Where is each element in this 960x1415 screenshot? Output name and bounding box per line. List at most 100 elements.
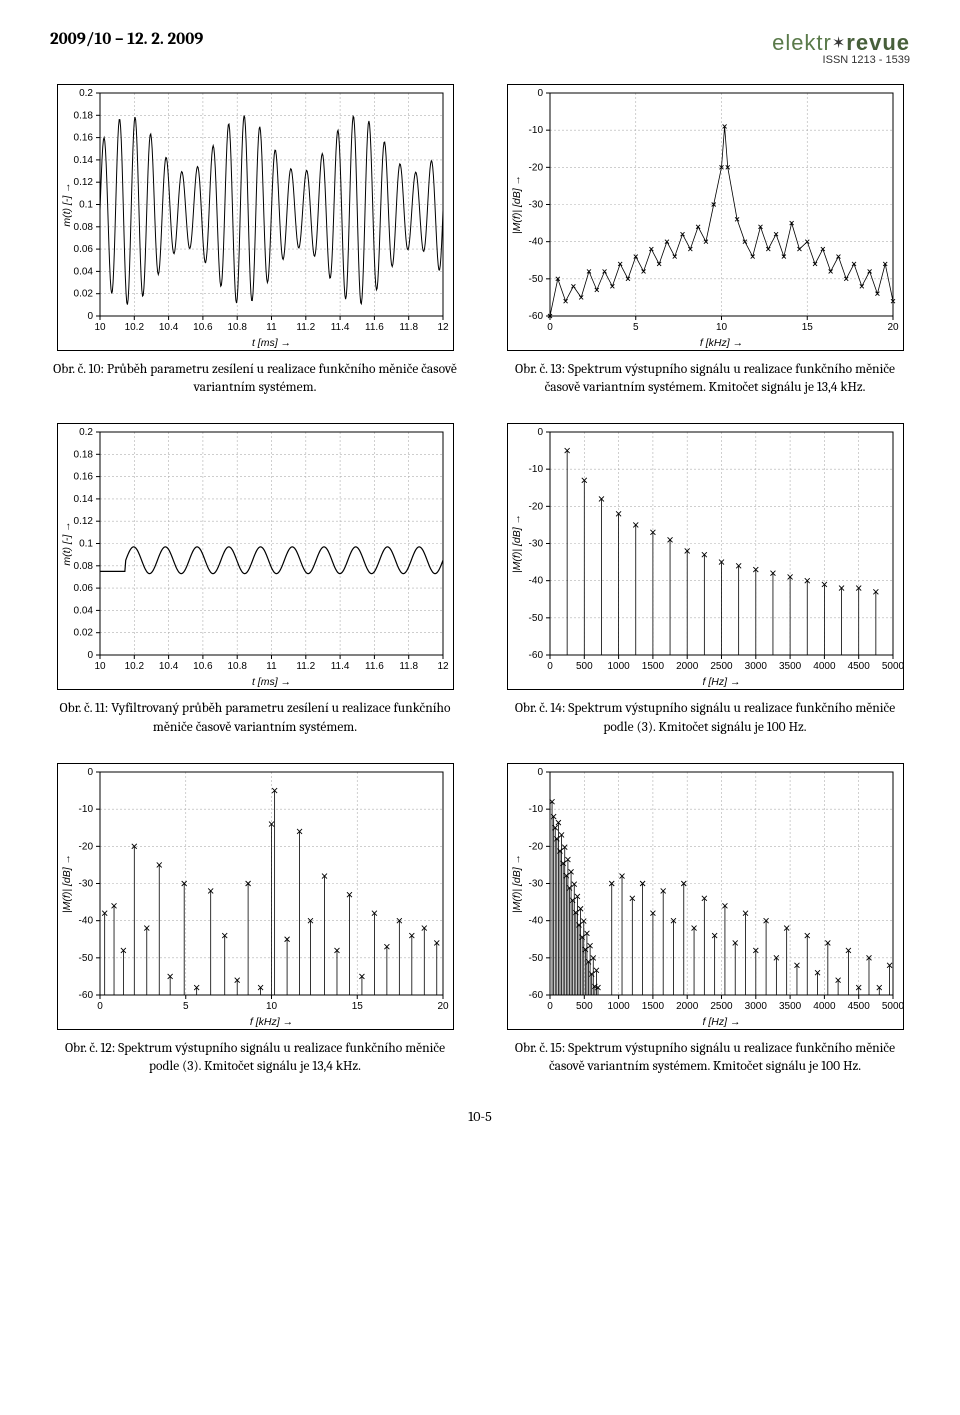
svg-text:-60: -60 [528, 990, 543, 1001]
figure-grid: 1010.210.410.610.81111.211.411.611.81200… [50, 84, 910, 1090]
svg-text:0.04: 0.04 [73, 266, 93, 277]
svg-text:5: 5 [632, 322, 638, 333]
svg-text:m(t) [-] →: m(t) [-] → [61, 522, 73, 566]
figure-11-caption: Obr. č. 11: Vyfiltrovaný průběh parametr… [50, 700, 460, 736]
svg-text:10: 10 [265, 1001, 277, 1012]
figure-14-chart: 0500100015002000250030003500400045005000… [507, 423, 904, 690]
svg-text:|M(f)| [dB] →: |M(f)| [dB] → [511, 514, 523, 573]
svg-text:-20: -20 [528, 841, 543, 852]
svg-text:10: 10 [94, 661, 106, 672]
svg-text:-50: -50 [78, 953, 93, 964]
svg-text:20: 20 [437, 1001, 449, 1012]
svg-text:2000: 2000 [676, 661, 699, 672]
svg-text:-10: -10 [528, 804, 543, 815]
svg-text:0.08: 0.08 [73, 222, 93, 233]
svg-text:f [Hz] →: f [Hz] → [702, 1016, 740, 1028]
svg-text:0.2: 0.2 [79, 427, 93, 438]
header-date: 2009/10 – 12. 2. 2009 [50, 30, 203, 49]
svg-text:0: 0 [537, 88, 543, 99]
svg-text:0.02: 0.02 [73, 628, 93, 639]
svg-text:5000: 5000 [881, 1001, 903, 1012]
svg-text:0: 0 [537, 767, 543, 778]
svg-text:-40: -40 [528, 916, 543, 927]
svg-text:10.6: 10.6 [193, 322, 213, 333]
svg-text:5: 5 [182, 1001, 188, 1012]
svg-text:11: 11 [266, 322, 277, 333]
svg-text:4000: 4000 [813, 661, 836, 672]
svg-text:3500: 3500 [778, 1001, 801, 1012]
svg-text:12: 12 [437, 322, 449, 333]
svg-text:-30: -30 [528, 539, 543, 550]
svg-text:11.8: 11.8 [399, 661, 418, 672]
svg-text:10.8: 10.8 [227, 661, 247, 672]
svg-text:-40: -40 [528, 576, 543, 587]
svg-text:-20: -20 [528, 162, 543, 173]
svg-text:0.18: 0.18 [73, 450, 93, 461]
svg-text:0.12: 0.12 [73, 517, 93, 528]
figure-12-caption: Obr. č. 12: Spektrum výstupního signálu … [50, 1040, 460, 1076]
svg-text:-50: -50 [528, 274, 543, 285]
svg-text:-60: -60 [528, 311, 543, 322]
page: 2009/10 – 12. 2. 2009 elektr✶revue ISSN … [0, 0, 960, 1165]
svg-text:10.6: 10.6 [193, 661, 213, 672]
svg-text:15: 15 [801, 322, 813, 333]
svg-text:11.4: 11.4 [330, 661, 349, 672]
svg-text:4500: 4500 [847, 661, 870, 672]
svg-text:0.16: 0.16 [73, 133, 93, 144]
svg-text:f [kHz] →: f [kHz] → [249, 1016, 292, 1028]
svg-text:1000: 1000 [607, 661, 630, 672]
svg-text:0: 0 [547, 1001, 553, 1012]
svg-text:-40: -40 [78, 916, 93, 927]
figure-11-chart: 1010.210.410.610.81111.211.411.611.81200… [57, 423, 454, 690]
svg-text:-50: -50 [528, 953, 543, 964]
figure-14-cell: 0500100015002000250030003500400045005000… [500, 423, 910, 750]
svg-text:-20: -20 [78, 841, 93, 852]
svg-text:0: 0 [537, 427, 543, 438]
svg-text:11.6: 11.6 [365, 322, 384, 333]
svg-text:1500: 1500 [641, 661, 664, 672]
svg-text:2500: 2500 [710, 1001, 733, 1012]
svg-text:500: 500 [575, 661, 592, 672]
svg-text:0.2: 0.2 [79, 88, 93, 99]
figure-15-caption: Obr. č. 15: Spektrum výstupního signálu … [500, 1040, 910, 1076]
svg-text:0: 0 [87, 767, 93, 778]
svg-text:10: 10 [94, 322, 106, 333]
svg-text:10: 10 [715, 322, 727, 333]
svg-text:0.06: 0.06 [73, 244, 93, 255]
svg-text:0.02: 0.02 [73, 289, 93, 300]
svg-text:0.04: 0.04 [73, 606, 93, 617]
figure-10-caption: Obr. č. 10: Průběh parametru zesílení u … [50, 361, 460, 397]
svg-text:-10: -10 [78, 804, 93, 815]
svg-text:-30: -30 [528, 200, 543, 211]
svg-text:4000: 4000 [813, 1001, 836, 1012]
svg-text:11: 11 [266, 661, 277, 672]
svg-text:-50: -50 [528, 613, 543, 624]
svg-text:t [ms] →: t [ms] → [251, 676, 290, 688]
svg-text:0.1: 0.1 [79, 200, 93, 211]
svg-text:0.14: 0.14 [73, 494, 93, 505]
svg-text:4500: 4500 [847, 1001, 870, 1012]
svg-text:10.4: 10.4 [158, 661, 178, 672]
figure-13-chart: 05101520-60-50-40-30-20-100f [kHz] →|M(f… [507, 84, 904, 351]
svg-text:|M(f)| [dB] →: |M(f)| [dB] → [511, 854, 523, 913]
svg-text:-20: -20 [528, 502, 543, 513]
svg-text:2000: 2000 [676, 1001, 699, 1012]
svg-text:|M(f)| [dB] →: |M(f)| [dB] → [61, 854, 73, 913]
figure-11-cell: 1010.210.410.610.81111.211.411.611.81200… [50, 423, 460, 750]
svg-text:-40: -40 [528, 237, 543, 248]
svg-text:11.2: 11.2 [296, 661, 315, 672]
svg-text:-10: -10 [528, 125, 543, 136]
svg-text:0: 0 [87, 650, 93, 661]
svg-text:0.14: 0.14 [73, 155, 93, 166]
svg-text:10.4: 10.4 [158, 322, 178, 333]
svg-text:0.18: 0.18 [73, 110, 93, 121]
figure-13-cell: 05101520-60-50-40-30-20-100f [kHz] →|M(f… [500, 84, 910, 411]
figure-13-caption: Obr. č. 13: Spektrum výstupního signálu … [500, 361, 910, 397]
svg-text:11.8: 11.8 [399, 322, 418, 333]
figure-12-cell: 05101520-60-50-40-30-20-100f [kHz] →|M(f… [50, 763, 460, 1090]
svg-text:3500: 3500 [778, 661, 801, 672]
svg-text:-60: -60 [78, 990, 93, 1001]
svg-text:12: 12 [437, 661, 449, 672]
svg-text:0.06: 0.06 [73, 584, 93, 595]
figure-10-cell: 1010.210.410.610.81111.211.411.611.81200… [50, 84, 460, 411]
